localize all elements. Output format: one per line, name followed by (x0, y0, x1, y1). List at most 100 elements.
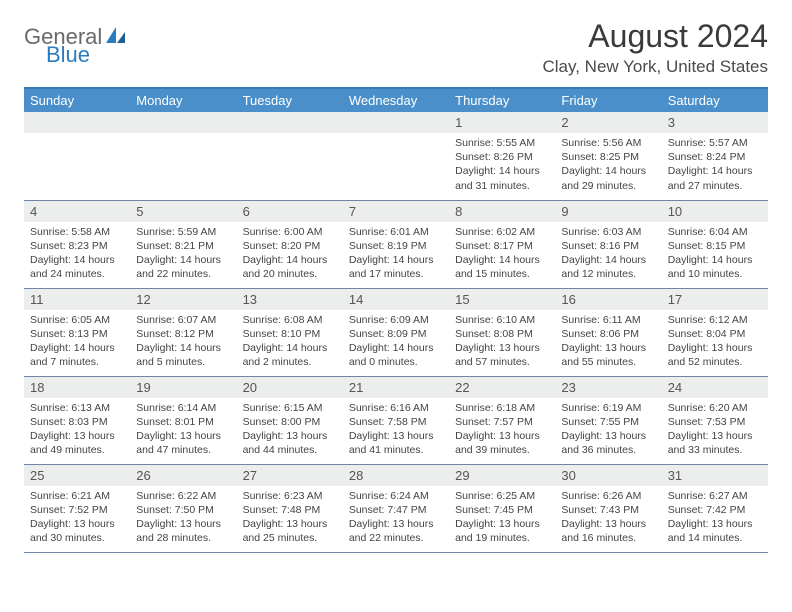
daylight-line: Daylight: 13 hours and 49 minutes. (30, 429, 124, 457)
sunrise-line: Sunrise: 5:57 AM (668, 136, 762, 150)
calendar-cell: 28Sunrise: 6:24 AMSunset: 7:47 PMDayligh… (343, 464, 449, 552)
header: General August 2024 Clay, New York, Unit… (24, 18, 768, 77)
day-content: Sunrise: 5:55 AMSunset: 8:26 PMDaylight:… (449, 133, 555, 197)
daylight-line: Daylight: 13 hours and 41 minutes. (349, 429, 443, 457)
calendar-cell: 17Sunrise: 6:12 AMSunset: 8:04 PMDayligh… (662, 288, 768, 376)
day-content: Sunrise: 6:22 AMSunset: 7:50 PMDaylight:… (130, 486, 236, 550)
day-content: Sunrise: 6:26 AMSunset: 7:43 PMDaylight:… (555, 486, 661, 550)
day-content: Sunrise: 6:18 AMSunset: 7:57 PMDaylight:… (449, 398, 555, 462)
sunset-line: Sunset: 8:12 PM (136, 327, 230, 341)
daylight-line: Daylight: 14 hours and 2 minutes. (243, 341, 337, 369)
sunset-line: Sunset: 8:03 PM (30, 415, 124, 429)
day-content: Sunrise: 6:12 AMSunset: 8:04 PMDaylight:… (662, 310, 768, 374)
day-number: 18 (24, 377, 130, 398)
day-content: Sunrise: 5:59 AMSunset: 8:21 PMDaylight:… (130, 222, 236, 286)
day-content: Sunrise: 6:14 AMSunset: 8:01 PMDaylight:… (130, 398, 236, 462)
sunrise-line: Sunrise: 6:12 AM (668, 313, 762, 327)
month-title: August 2024 (542, 18, 768, 55)
daylight-line: Daylight: 14 hours and 0 minutes. (349, 341, 443, 369)
day-content: Sunrise: 6:07 AMSunset: 8:12 PMDaylight:… (130, 310, 236, 374)
day-number: 6 (237, 201, 343, 222)
calendar-cell: 3Sunrise: 5:57 AMSunset: 8:24 PMDaylight… (662, 112, 768, 200)
sunrise-line: Sunrise: 6:26 AM (561, 489, 655, 503)
sunset-line: Sunset: 7:50 PM (136, 503, 230, 517)
day-number: 8 (449, 201, 555, 222)
day-number: 29 (449, 465, 555, 486)
sunrise-line: Sunrise: 6:25 AM (455, 489, 549, 503)
sunrise-line: Sunrise: 6:22 AM (136, 489, 230, 503)
day-content: Sunrise: 6:04 AMSunset: 8:15 PMDaylight:… (662, 222, 768, 286)
sunset-line: Sunset: 7:43 PM (561, 503, 655, 517)
sunrise-line: Sunrise: 6:24 AM (349, 489, 443, 503)
weekday-header: Thursday (449, 88, 555, 112)
sunrise-line: Sunrise: 6:11 AM (561, 313, 655, 327)
daylight-line: Daylight: 13 hours and 22 minutes. (349, 517, 443, 545)
sunrise-line: Sunrise: 5:56 AM (561, 136, 655, 150)
daylight-line: Daylight: 14 hours and 20 minutes. (243, 253, 337, 281)
calendar-row: 1Sunrise: 5:55 AMSunset: 8:26 PMDaylight… (24, 112, 768, 200)
sunset-line: Sunset: 7:57 PM (455, 415, 549, 429)
calendar-cell: 9Sunrise: 6:03 AMSunset: 8:16 PMDaylight… (555, 200, 661, 288)
calendar-cell: 6Sunrise: 6:00 AMSunset: 8:20 PMDaylight… (237, 200, 343, 288)
sail-icon (105, 24, 127, 50)
sunrise-line: Sunrise: 6:15 AM (243, 401, 337, 415)
calendar-cell: 13Sunrise: 6:08 AMSunset: 8:10 PMDayligh… (237, 288, 343, 376)
day-number: 25 (24, 465, 130, 486)
calendar-cell: 23Sunrise: 6:19 AMSunset: 7:55 PMDayligh… (555, 376, 661, 464)
daylight-line: Daylight: 14 hours and 27 minutes. (668, 164, 762, 192)
calendar-row: 11Sunrise: 6:05 AMSunset: 8:13 PMDayligh… (24, 288, 768, 376)
day-content: Sunrise: 6:16 AMSunset: 7:58 PMDaylight:… (343, 398, 449, 462)
daylight-line: Daylight: 13 hours and 30 minutes. (30, 517, 124, 545)
calendar-cell: 21Sunrise: 6:16 AMSunset: 7:58 PMDayligh… (343, 376, 449, 464)
calendar-row: 25Sunrise: 6:21 AMSunset: 7:52 PMDayligh… (24, 464, 768, 552)
sunset-line: Sunset: 8:17 PM (455, 239, 549, 253)
weekday-header: Friday (555, 88, 661, 112)
day-number: 12 (130, 289, 236, 310)
calendar-cell: 15Sunrise: 6:10 AMSunset: 8:08 PMDayligh… (449, 288, 555, 376)
calendar-cell: 5Sunrise: 5:59 AMSunset: 8:21 PMDaylight… (130, 200, 236, 288)
calendar-cell: 7Sunrise: 6:01 AMSunset: 8:19 PMDaylight… (343, 200, 449, 288)
daylight-line: Daylight: 13 hours and 47 minutes. (136, 429, 230, 457)
calendar-cell: 12Sunrise: 6:07 AMSunset: 8:12 PMDayligh… (130, 288, 236, 376)
day-number: 31 (662, 465, 768, 486)
daylight-line: Daylight: 14 hours and 15 minutes. (455, 253, 549, 281)
daylight-line: Daylight: 13 hours and 14 minutes. (668, 517, 762, 545)
daylight-line: Daylight: 13 hours and 16 minutes. (561, 517, 655, 545)
daylight-line: Daylight: 14 hours and 12 minutes. (561, 253, 655, 281)
sunrise-line: Sunrise: 5:55 AM (455, 136, 549, 150)
day-number-empty (130, 112, 236, 133)
calendar-cell: 4Sunrise: 5:58 AMSunset: 8:23 PMDaylight… (24, 200, 130, 288)
day-number: 2 (555, 112, 661, 133)
sunset-line: Sunset: 8:19 PM (349, 239, 443, 253)
sunset-line: Sunset: 8:00 PM (243, 415, 337, 429)
sunrise-line: Sunrise: 6:04 AM (668, 225, 762, 239)
day-content: Sunrise: 6:09 AMSunset: 8:09 PMDaylight:… (343, 310, 449, 374)
day-number: 9 (555, 201, 661, 222)
calendar-cell: 22Sunrise: 6:18 AMSunset: 7:57 PMDayligh… (449, 376, 555, 464)
day-number: 7 (343, 201, 449, 222)
sunrise-line: Sunrise: 6:23 AM (243, 489, 337, 503)
sunset-line: Sunset: 8:06 PM (561, 327, 655, 341)
day-number: 16 (555, 289, 661, 310)
sunset-line: Sunset: 7:53 PM (668, 415, 762, 429)
daylight-line: Daylight: 14 hours and 24 minutes. (30, 253, 124, 281)
sunrise-line: Sunrise: 6:13 AM (30, 401, 124, 415)
calendar-cell: 2Sunrise: 5:56 AMSunset: 8:25 PMDaylight… (555, 112, 661, 200)
location-subtitle: Clay, New York, United States (542, 57, 768, 77)
daylight-line: Daylight: 14 hours and 31 minutes. (455, 164, 549, 192)
calendar-cell: 8Sunrise: 6:02 AMSunset: 8:17 PMDaylight… (449, 200, 555, 288)
day-number: 26 (130, 465, 236, 486)
sunset-line: Sunset: 8:26 PM (455, 150, 549, 164)
daylight-line: Daylight: 13 hours and 39 minutes. (455, 429, 549, 457)
day-content: Sunrise: 6:01 AMSunset: 8:19 PMDaylight:… (343, 222, 449, 286)
day-content: Sunrise: 6:15 AMSunset: 8:00 PMDaylight:… (237, 398, 343, 462)
sunrise-line: Sunrise: 6:01 AM (349, 225, 443, 239)
day-number: 24 (662, 377, 768, 398)
day-content: Sunrise: 5:58 AMSunset: 8:23 PMDaylight:… (24, 222, 130, 286)
day-number: 30 (555, 465, 661, 486)
day-content: Sunrise: 6:10 AMSunset: 8:08 PMDaylight:… (449, 310, 555, 374)
sunset-line: Sunset: 7:55 PM (561, 415, 655, 429)
day-number: 5 (130, 201, 236, 222)
sunset-line: Sunset: 8:10 PM (243, 327, 337, 341)
day-number: 3 (662, 112, 768, 133)
